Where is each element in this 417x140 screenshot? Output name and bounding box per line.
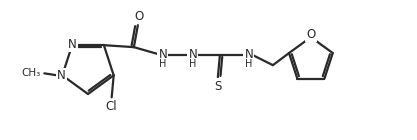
Text: N: N: [188, 48, 197, 61]
Text: H: H: [159, 59, 166, 69]
Text: H: H: [245, 59, 253, 69]
Text: H: H: [189, 59, 196, 69]
Text: N: N: [244, 48, 253, 61]
Text: Cl: Cl: [106, 100, 118, 113]
Text: N: N: [158, 48, 167, 61]
Text: S: S: [214, 80, 221, 93]
Text: O: O: [306, 28, 316, 41]
Text: O: O: [134, 10, 143, 23]
Text: N: N: [57, 69, 66, 82]
Text: N: N: [68, 38, 76, 51]
Text: CH₃: CH₃: [21, 68, 40, 78]
